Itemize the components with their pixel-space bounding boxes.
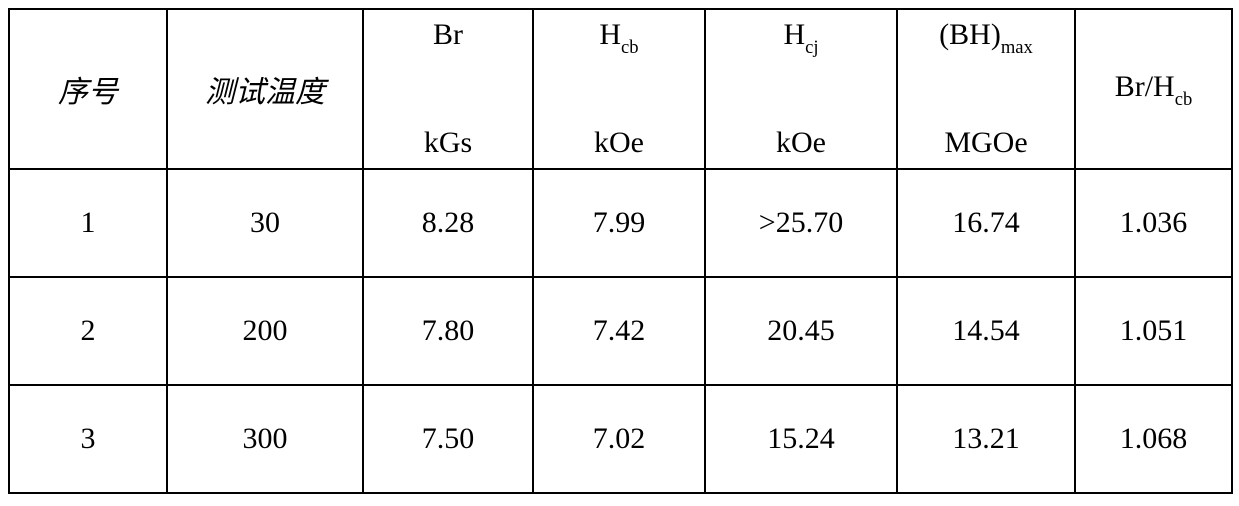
cell-hcb: 7.99 <box>533 169 705 277</box>
cell-br: 7.80 <box>363 277 533 385</box>
cell-hcb: 7.02 <box>533 385 705 493</box>
col-header-hcb: Hcb kOe <box>533 9 705 169</box>
cell-br: 7.50 <box>363 385 533 493</box>
header-symbol: Hcb <box>599 20 638 56</box>
table-row: 3 300 7.50 7.02 15.24 13.21 1.068 <box>9 385 1232 493</box>
header-symbol: Br/Hcb <box>1115 70 1193 103</box>
cell-temp: 200 <box>167 277 363 385</box>
cell-seq: 1 <box>9 169 167 277</box>
cell-hcb: 7.42 <box>533 277 705 385</box>
cell-temp: 300 <box>167 385 363 493</box>
cell-hcj: 15.24 <box>705 385 897 493</box>
magnetic-properties-table: 序号 测试温度 Br kGs Hcb kOe Hcj kOe <box>8 8 1233 494</box>
header-unit: kOe <box>594 128 644 158</box>
cell-ratio: 1.068 <box>1075 385 1232 493</box>
cell-br: 8.28 <box>363 169 533 277</box>
cell-seq: 2 <box>9 277 167 385</box>
col-header-seq: 序号 <box>9 9 167 169</box>
cell-temp: 30 <box>167 169 363 277</box>
cell-bhmax: 14.54 <box>897 277 1075 385</box>
cell-ratio: 1.051 <box>1075 277 1232 385</box>
cell-bhmax: 16.74 <box>897 169 1075 277</box>
header-label: 测试温度 <box>205 76 325 109</box>
cell-hcj: >25.70 <box>705 169 897 277</box>
col-header-br: Br kGs <box>363 9 533 169</box>
header-unit: kOe <box>776 128 826 158</box>
cell-hcj: 20.45 <box>705 277 897 385</box>
table-header-row: 序号 测试温度 Br kGs Hcb kOe Hcj kOe <box>9 9 1232 169</box>
col-header-bhmax: (BH)max MGOe <box>897 9 1075 169</box>
header-unit: kGs <box>424 128 472 158</box>
header-symbol: (BH)max <box>939 20 1033 56</box>
table-row: 1 30 8.28 7.99 >25.70 16.74 1.036 <box>9 169 1232 277</box>
header-unit: MGOe <box>944 128 1027 158</box>
cell-bhmax: 13.21 <box>897 385 1075 493</box>
cell-seq: 3 <box>9 385 167 493</box>
cell-ratio: 1.036 <box>1075 169 1232 277</box>
col-header-ratio: Br/Hcb <box>1075 9 1232 169</box>
col-header-hcj: Hcj kOe <box>705 9 897 169</box>
table-row: 2 200 7.80 7.42 20.45 14.54 1.051 <box>9 277 1232 385</box>
header-symbol: Br <box>433 20 463 50</box>
header-symbol: Hcj <box>783 20 818 56</box>
header-label: 序号 <box>58 76 118 109</box>
col-header-temp: 测试温度 <box>167 9 363 169</box>
